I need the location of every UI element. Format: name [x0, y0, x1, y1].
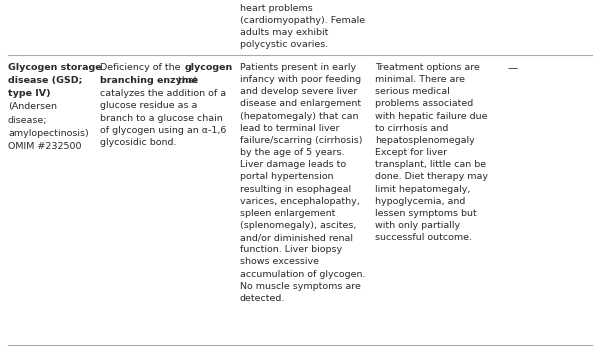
- Text: Treatment options are
minimal. There are
serious medical
problems associated
wit: Treatment options are minimal. There are…: [375, 63, 488, 242]
- Text: —: —: [508, 63, 518, 73]
- Text: type IV): type IV): [8, 89, 50, 98]
- Text: (Andersen: (Andersen: [8, 102, 57, 111]
- Text: that: that: [175, 76, 198, 85]
- Text: catalyzes the addition of a
glucose residue as a
branch to a glucose chain
of gl: catalyzes the addition of a glucose resi…: [100, 89, 226, 147]
- Text: branching enzyme: branching enzyme: [100, 76, 198, 85]
- Text: Patients present in early
infancy with poor feeding
and develop severe liver
dis: Patients present in early infancy with p…: [240, 63, 365, 303]
- Text: heart problems
(cardiomyopathy). Female
adults may exhibit
polycystic ovaries.: heart problems (cardiomyopathy). Female …: [240, 4, 365, 50]
- Text: amylopectinosis): amylopectinosis): [8, 129, 89, 138]
- Text: Glycogen storage: Glycogen storage: [8, 63, 101, 72]
- Text: disease (GSD;: disease (GSD;: [8, 76, 82, 85]
- Text: disease;: disease;: [8, 116, 47, 125]
- Text: OMIM #232500: OMIM #232500: [8, 142, 82, 151]
- Text: Deficiency of the: Deficiency of the: [100, 63, 184, 72]
- Text: glycogen: glycogen: [185, 63, 233, 72]
